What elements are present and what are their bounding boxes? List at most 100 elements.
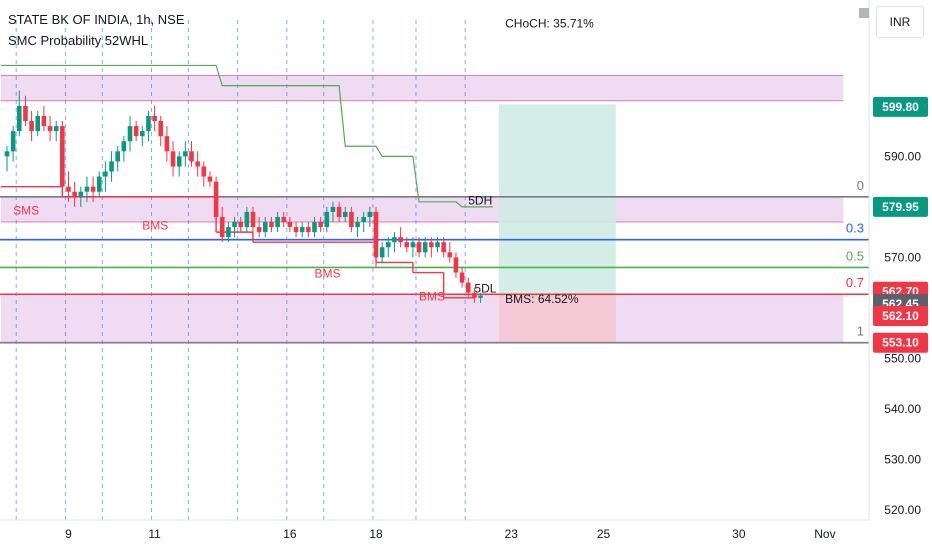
- candle-body: [164, 136, 170, 152]
- fib-level-label: 0: [857, 178, 864, 193]
- price-badge: [873, 305, 928, 326]
- candle-body: [78, 191, 84, 197]
- candle-body: [392, 237, 397, 243]
- candle-body: [336, 206, 342, 217]
- candle-body: [195, 161, 200, 167]
- chart-annotation: 5DL: [474, 282, 496, 296]
- candle-body: [133, 126, 139, 137]
- candle-body: [103, 171, 108, 177]
- candle-body: [35, 115, 41, 132]
- candle-body: [256, 227, 262, 233]
- candle-body: [318, 222, 323, 228]
- candle-body: [342, 211, 348, 217]
- candle-body: [478, 295, 483, 298]
- candle-body: [176, 156, 182, 167]
- price-badge: [873, 196, 928, 217]
- candle-body: [238, 222, 243, 228]
- supply-demand-zone: [0, 294, 844, 343]
- candle-body: [416, 242, 422, 253]
- candle-body: [453, 257, 459, 273]
- chart-annotation: 5DH: [468, 193, 492, 207]
- candle-body: [72, 191, 77, 197]
- candle-body: [330, 206, 336, 212]
- price-badge-label: 599.80: [882, 100, 919, 114]
- currency-button[interactable]: INR: [876, 6, 924, 38]
- x-tick-label: 18: [369, 527, 383, 541]
- candle-body: [146, 115, 151, 132]
- x-tick-label: 9: [65, 527, 72, 541]
- chart-annotation: BMS: [315, 267, 341, 281]
- candle-body: [422, 242, 428, 253]
- price-badge-label: 562.10: [882, 309, 919, 323]
- y-tick-label: 520.00: [884, 503, 921, 517]
- candle-body: [53, 126, 59, 132]
- candle-body: [109, 161, 114, 172]
- candle-body: [41, 115, 47, 127]
- price-badge: [873, 332, 928, 353]
- candle-body: [263, 222, 268, 233]
- candle-body: [121, 141, 127, 152]
- candle-body: [281, 216, 287, 223]
- candle-body: [306, 227, 311, 233]
- candle-body: [201, 166, 207, 177]
- candle-body: [158, 121, 164, 137]
- candle-body: [293, 227, 299, 233]
- supply-demand-zone: [0, 196, 844, 223]
- candle-body: [115, 151, 120, 162]
- trailing-extreme-line: [0, 64, 493, 208]
- candle-body: [398, 237, 403, 243]
- candle-body: [127, 126, 133, 142]
- x-tick-label: 25: [597, 527, 611, 541]
- candle-body: [90, 186, 96, 192]
- candle-body: [4, 151, 10, 157]
- candle-body: [232, 222, 237, 228]
- y-tick-label: 550.00: [884, 351, 921, 365]
- candle-body: [373, 211, 379, 258]
- candle-body: [435, 242, 440, 248]
- candle-body: [404, 242, 410, 248]
- candle-body: [213, 181, 219, 217]
- supply-demand-zone: [0, 75, 844, 101]
- candle-body: [60, 126, 65, 187]
- candle-body: [367, 211, 373, 217]
- x-tick-label: Nov: [814, 527, 835, 541]
- candle-body: [152, 115, 157, 122]
- y-tick-label: 570.00: [884, 250, 921, 264]
- indicator-name[interactable]: SMC Probability 52WHL: [8, 33, 149, 48]
- candle-body: [447, 252, 453, 258]
- symbol-title[interactable]: STATE BK OF INDIA, 1h, NSE: [8, 12, 185, 27]
- candle-body: [355, 222, 360, 228]
- candle-body: [66, 186, 71, 192]
- candle-body: [379, 247, 385, 258]
- candle-body: [250, 211, 256, 228]
- candle-body: [47, 126, 53, 132]
- fib-level-label: 1: [857, 324, 864, 339]
- fib-level-label: 0.3: [846, 221, 864, 236]
- candle-body: [244, 211, 250, 228]
- candle-body: [275, 216, 280, 228]
- candle-body: [269, 222, 274, 228]
- candle-body: [29, 121, 34, 132]
- candle-body: [219, 216, 225, 238]
- y-tick-label: 590.00: [884, 149, 921, 163]
- chart-annotation: BMS: 64.52%: [505, 292, 579, 306]
- candle-body: [410, 242, 416, 248]
- candle-body: [441, 242, 446, 253]
- candle-body: [429, 242, 434, 248]
- candle-body: [226, 227, 231, 238]
- long-position-stop-area: [499, 294, 616, 343]
- candle-body: [207, 176, 213, 182]
- candle-body: [324, 211, 330, 228]
- menu-icon[interactable]: [859, 8, 869, 18]
- candle-body: [189, 151, 194, 162]
- candle-body: [361, 216, 366, 223]
- candle-body: [23, 105, 28, 122]
- chart-annotation: BMS: [419, 289, 445, 303]
- candle-body: [287, 222, 293, 228]
- candle-body: [299, 227, 305, 233]
- candle-body: [96, 176, 102, 192]
- chart-annotation: CHoCH: 35.71%: [505, 17, 594, 31]
- price-badge: [873, 96, 928, 117]
- price-badge-label: 579.95: [882, 200, 919, 214]
